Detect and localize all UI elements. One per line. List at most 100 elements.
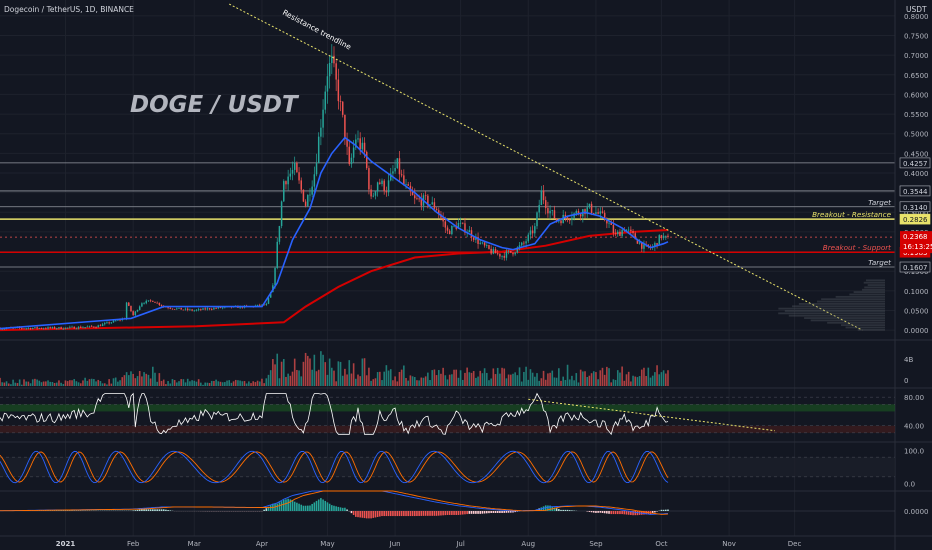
volume-bar bbox=[400, 369, 403, 386]
currency-label: USDT bbox=[906, 5, 927, 14]
rsi-oversold-band bbox=[0, 425, 895, 433]
macd-histogram-bar bbox=[326, 502, 329, 511]
volume-bar bbox=[527, 379, 530, 386]
candle-body bbox=[333, 55, 335, 64]
candle-body bbox=[479, 242, 481, 244]
candle-body bbox=[21, 327, 23, 329]
candle-body bbox=[446, 227, 449, 231]
volume-bar bbox=[117, 381, 119, 386]
candle-body bbox=[392, 171, 394, 174]
volume-bar bbox=[195, 381, 198, 386]
candle-body bbox=[197, 309, 200, 310]
volume-bar bbox=[147, 374, 150, 386]
volume-bar bbox=[525, 366, 527, 386]
macd-histogram-bar bbox=[608, 511, 610, 514]
volume-bar bbox=[272, 359, 274, 386]
volume-bar bbox=[333, 370, 335, 386]
macd-histogram-bar bbox=[134, 510, 137, 511]
volume-bar bbox=[514, 372, 516, 386]
candle-body bbox=[80, 326, 82, 328]
candle-body bbox=[510, 250, 512, 253]
resistance-trendline[interactable] bbox=[228, 3, 863, 331]
volume-bar bbox=[75, 381, 78, 386]
macd-histogram-bar bbox=[328, 503, 331, 511]
macd-histogram-bar bbox=[365, 511, 368, 519]
volume-bar bbox=[182, 379, 185, 386]
horizontal-levels[interactable]: Target Breakout - Resistance Breakout - Su… bbox=[0, 162, 895, 268]
volume-bar bbox=[459, 370, 462, 386]
candle-body bbox=[442, 217, 444, 222]
candle-body bbox=[101, 324, 104, 327]
price-tick: 0.5500 bbox=[904, 111, 929, 119]
volume-bar bbox=[125, 372, 128, 386]
candle-body bbox=[614, 233, 617, 235]
ema-fast-line bbox=[0, 136, 669, 330]
volume-bar bbox=[518, 367, 521, 386]
time-axis[interactable]: 2021 Feb Mar Apr May Jun Jul Aug Sep Oct Nov Dec bbox=[56, 540, 802, 548]
candle-body bbox=[167, 307, 169, 308]
macd-histogram-bar bbox=[643, 511, 645, 515]
candle-body bbox=[263, 304, 265, 306]
volume-bar bbox=[315, 371, 318, 386]
volume-bar bbox=[505, 378, 508, 386]
candle-body bbox=[184, 308, 187, 310]
candle-body bbox=[385, 191, 388, 193]
macd-histogram-bar bbox=[566, 509, 569, 511]
price-tick: 0.3000 bbox=[904, 209, 929, 217]
volume-bar bbox=[664, 373, 667, 386]
macd-histogram-bar bbox=[265, 508, 268, 511]
macd-histogram-bar bbox=[667, 509, 669, 511]
volume-bar bbox=[350, 373, 353, 386]
macd-histogram-bar bbox=[571, 510, 573, 511]
candle-body bbox=[566, 217, 569, 220]
macd-histogram-bar bbox=[320, 498, 322, 511]
macd-histogram-bar bbox=[429, 511, 431, 516]
macd-histogram-bar bbox=[494, 511, 497, 513]
candle-body bbox=[610, 222, 612, 225]
macd-histogram-bar bbox=[306, 505, 309, 511]
volume-bar bbox=[357, 374, 359, 386]
rsi-trendline bbox=[528, 398, 776, 432]
volume-profile-bar bbox=[798, 303, 885, 305]
candle-body bbox=[424, 195, 427, 197]
volume-bar bbox=[612, 379, 615, 386]
symbol-header: Dogecoin / TetherUS, 1D, BINANCE bbox=[4, 5, 134, 14]
candle-body bbox=[293, 162, 296, 170]
price-panel[interactable]: Target Breakout - Resistance Breakout - Su… bbox=[0, 3, 895, 332]
volume-bar bbox=[232, 381, 235, 386]
candle-body bbox=[505, 251, 508, 258]
volume-bar bbox=[405, 377, 407, 386]
macd-histogram-bar bbox=[464, 511, 466, 515]
volume-bar bbox=[103, 383, 106, 386]
volume-profile-bar bbox=[840, 324, 885, 327]
volume-bar bbox=[634, 376, 637, 386]
candle-body bbox=[304, 201, 307, 206]
candle-body bbox=[595, 212, 597, 214]
macd-histogram-bar bbox=[488, 511, 490, 514]
candle-body bbox=[632, 231, 634, 234]
volume-bar bbox=[276, 353, 279, 386]
candle-body bbox=[656, 243, 658, 246]
candle-body bbox=[213, 307, 215, 310]
volume-bar bbox=[337, 361, 340, 386]
volume-bar bbox=[479, 370, 482, 386]
price-tick: 0.4000 bbox=[904, 170, 929, 178]
macd-histogram-bar bbox=[355, 511, 357, 517]
candle-body bbox=[300, 180, 302, 190]
volume-bar bbox=[643, 367, 645, 386]
candle-body bbox=[444, 221, 447, 228]
macd-histogram-bar bbox=[614, 511, 617, 515]
candle-body bbox=[496, 253, 499, 255]
volume-bar bbox=[160, 380, 163, 386]
time-tick: May bbox=[320, 540, 334, 548]
candle-body bbox=[45, 328, 47, 330]
candle-body bbox=[324, 91, 327, 110]
macd-histogram-bar bbox=[302, 505, 305, 511]
candle-body bbox=[643, 244, 645, 249]
volume-bar bbox=[261, 378, 263, 386]
level-label: Breakout - Resistance bbox=[812, 210, 891, 219]
volume-bar bbox=[123, 375, 126, 386]
candle-body bbox=[77, 326, 80, 329]
macd-histogram-bar bbox=[516, 511, 519, 512]
